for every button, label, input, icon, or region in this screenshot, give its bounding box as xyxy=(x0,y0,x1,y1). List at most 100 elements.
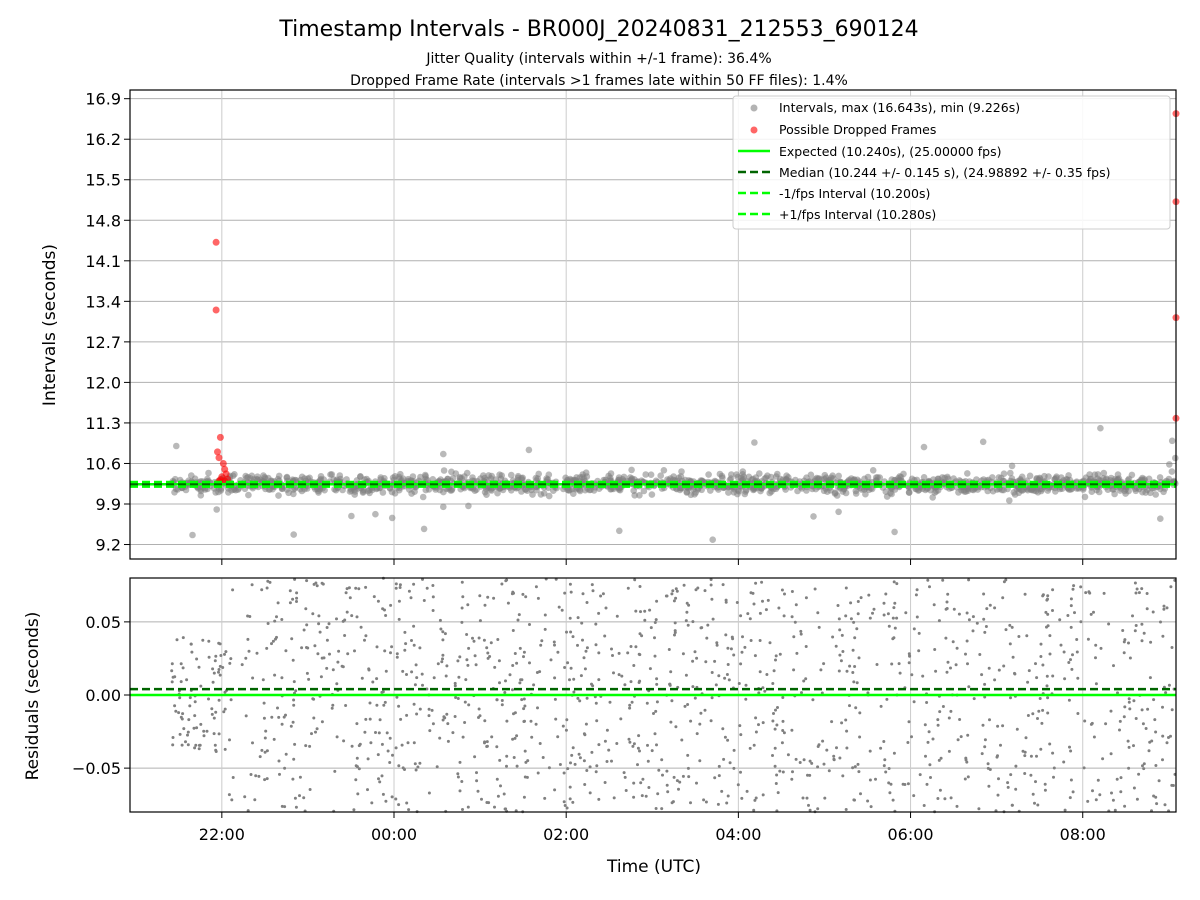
residual-point xyxy=(1051,674,1055,678)
residual-point xyxy=(1142,762,1146,766)
residual-point xyxy=(849,617,853,621)
interval-point xyxy=(727,475,735,482)
residual-point xyxy=(312,697,316,701)
residual-point xyxy=(832,757,836,761)
residual-point xyxy=(936,723,940,727)
residual-point xyxy=(345,610,349,614)
residual-point xyxy=(1127,641,1130,645)
residual-point xyxy=(852,620,856,624)
residual-point xyxy=(964,758,968,762)
residual-point xyxy=(758,611,762,615)
residual-point xyxy=(980,752,984,756)
residual-point xyxy=(1029,773,1033,777)
residual-point xyxy=(1169,734,1172,738)
residual-point xyxy=(1092,735,1096,739)
residual-point xyxy=(1094,656,1097,660)
residual-point xyxy=(669,720,673,724)
interval-point xyxy=(1168,437,1176,445)
residual-point xyxy=(951,640,955,644)
residual-point xyxy=(879,746,883,750)
residual-point xyxy=(1079,620,1083,624)
residual-point xyxy=(985,607,989,611)
interval-point xyxy=(1166,461,1173,468)
residual-point xyxy=(314,730,317,734)
residual-point xyxy=(588,765,592,769)
interval-point xyxy=(705,471,712,478)
residual-point xyxy=(1163,803,1167,807)
residual-point xyxy=(1067,661,1071,664)
residual-point xyxy=(825,748,829,752)
residual-point xyxy=(341,665,345,669)
residual-point xyxy=(736,783,740,787)
residual-point xyxy=(441,630,445,634)
residual-point xyxy=(922,804,926,807)
residual-point xyxy=(506,601,510,605)
residual-point xyxy=(1048,652,1052,656)
residual-point xyxy=(855,627,859,631)
residual-point xyxy=(934,669,938,673)
residual-point xyxy=(510,592,514,596)
interval-point xyxy=(540,490,548,497)
residual-point xyxy=(249,773,253,776)
residual-point xyxy=(1059,643,1063,647)
residual-point xyxy=(1115,777,1119,781)
residual-point xyxy=(389,603,393,607)
residual-point xyxy=(181,712,185,716)
residual-point xyxy=(1154,730,1158,734)
residual-point xyxy=(594,643,598,647)
residual-point xyxy=(1045,684,1049,688)
residual-point xyxy=(456,775,460,779)
residual-point xyxy=(791,770,794,774)
residual-point xyxy=(793,620,797,624)
residual-point xyxy=(1014,764,1018,768)
residual-point xyxy=(972,697,976,701)
residual-point xyxy=(595,719,599,723)
interval-reference-lines xyxy=(130,480,1176,488)
residual-point xyxy=(512,756,516,759)
residual-point xyxy=(758,670,762,674)
residual-point xyxy=(685,610,689,614)
residual-point xyxy=(414,663,418,667)
residual-point xyxy=(983,682,987,686)
residual-point xyxy=(1099,646,1103,650)
residual-point xyxy=(439,627,443,631)
residual-point xyxy=(853,765,857,769)
residual-point xyxy=(772,712,775,715)
residual-point xyxy=(478,619,482,623)
residual-point xyxy=(882,613,886,617)
residual-point xyxy=(1154,764,1158,767)
residual-point xyxy=(282,715,286,719)
residual-point xyxy=(1170,708,1174,712)
residual-point xyxy=(405,801,409,805)
residual-point xyxy=(928,763,932,767)
residual-point xyxy=(1118,719,1122,723)
residual-point xyxy=(928,585,931,589)
residual-point xyxy=(931,737,935,741)
interval-point xyxy=(409,473,417,480)
residual-point xyxy=(576,643,579,647)
dropped-frame-point xyxy=(215,454,223,462)
residual-point xyxy=(746,612,750,616)
residual-point xyxy=(384,669,388,673)
residual-point xyxy=(673,633,676,637)
residual-point xyxy=(427,707,431,711)
residual-point xyxy=(1063,677,1067,681)
residual-point xyxy=(571,800,575,804)
residual-point xyxy=(250,583,254,587)
interval-point xyxy=(642,471,649,478)
residual-point xyxy=(330,706,334,710)
residuals-y-tick-label: 0.05 xyxy=(85,613,121,632)
residual-point xyxy=(272,737,276,741)
residual-point xyxy=(1135,587,1139,591)
legend-dropped-label: Possible Dropped Frames xyxy=(779,122,936,137)
residual-point xyxy=(1062,650,1066,654)
residual-point xyxy=(912,700,916,704)
residual-point xyxy=(851,766,855,770)
intervals-y-tick-label: 14.1 xyxy=(85,252,121,271)
residual-point xyxy=(946,660,950,664)
residual-point xyxy=(774,654,778,658)
residual-point xyxy=(813,587,817,591)
residual-point xyxy=(359,625,363,629)
interval-point xyxy=(290,531,298,538)
